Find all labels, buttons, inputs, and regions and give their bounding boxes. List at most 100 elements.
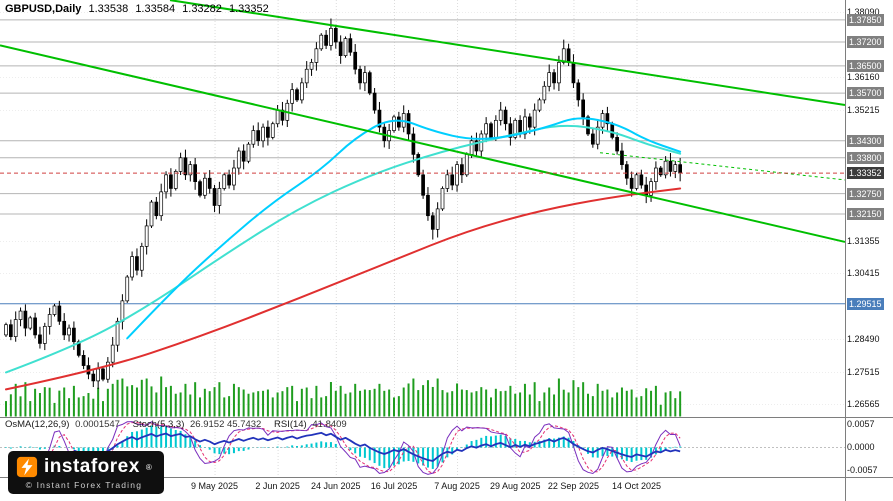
volume-bar — [111, 383, 114, 417]
candle-body — [178, 157, 183, 172]
osma-bar — [145, 427, 148, 448]
osma-bar — [543, 439, 546, 448]
osma-bar — [426, 447, 429, 468]
volume-bar — [34, 388, 37, 417]
volume-bar — [169, 385, 172, 417]
candle-body — [654, 167, 658, 182]
osma-bar — [349, 447, 352, 451]
volume-bar — [286, 387, 289, 417]
osma-bar — [329, 442, 332, 448]
volume-bar — [266, 389, 269, 417]
price-axis-label: 1.35700 — [847, 87, 884, 100]
volume-bar — [228, 396, 231, 417]
volume-bar — [669, 391, 672, 417]
candle-body — [290, 89, 294, 104]
volume-bar — [451, 391, 454, 417]
volume-bar — [276, 392, 279, 417]
candle-body — [620, 150, 624, 165]
candle-body — [547, 72, 552, 87]
volume-bar — [213, 387, 216, 417]
osma-bar — [19, 446, 22, 448]
trend-line[interactable] — [0, 44, 846, 243]
candle-body — [183, 157, 188, 176]
osma-bar — [189, 436, 192, 448]
volume-bar — [174, 393, 177, 417]
volume-bar — [659, 404, 662, 417]
date-label: 2 Jun 2025 — [255, 481, 300, 491]
volume-bar — [315, 385, 318, 417]
candle-body — [4, 324, 8, 336]
candle-body — [295, 89, 299, 101]
candle-body — [314, 48, 319, 63]
volume-bar — [262, 390, 265, 417]
price-axis-label: 1.26565 — [847, 399, 880, 410]
volume-bar — [58, 390, 61, 417]
osma-bar — [213, 447, 216, 454]
price-axis-label: 1.32150 — [847, 208, 884, 220]
candle-body — [634, 174, 639, 189]
volume-bar — [533, 382, 536, 417]
time-axis[interactable]: 9 May 2025 2 Jun 2025 24 Jun 2025 16 Jul 20… — [0, 479, 893, 501]
volume-bar — [679, 391, 682, 417]
candle-body — [28, 317, 33, 329]
volume-bar — [523, 383, 526, 417]
osma-bar — [378, 447, 381, 466]
osma-label: OsMA(12,26,9) — [5, 419, 70, 430]
trend-line[interactable] — [599, 152, 846, 181]
candle-body — [241, 150, 246, 162]
price-axis[interactable]: 1.38090 1.37850 1.37200 1.36500 1.36160 1.357… — [846, 0, 893, 501]
candle-body — [13, 319, 18, 337]
candle-body — [154, 201, 159, 217]
volume-bar — [397, 396, 400, 417]
candle-body — [523, 116, 527, 135]
osma-bar — [169, 428, 172, 448]
osma-bar — [679, 446, 682, 448]
candle-body — [203, 177, 207, 196]
osma-bar — [645, 447, 648, 460]
candle-body — [503, 109, 508, 125]
candle-body — [261, 126, 265, 142]
volume-bar — [189, 394, 192, 417]
osma-bar — [291, 445, 294, 448]
osma-bar — [480, 437, 483, 448]
candle-body — [557, 62, 561, 84]
volume-bar — [640, 396, 643, 417]
candle-body — [455, 164, 459, 186]
symbol-timeframe: GBPUSD,Daily — [5, 3, 82, 15]
candle-body — [105, 361, 110, 380]
trend-line[interactable] — [169, 0, 846, 106]
osma-bar — [334, 443, 337, 448]
price-axis-label: 1.38090 — [847, 6, 880, 17]
osma-bar — [431, 447, 434, 469]
volume-bar — [664, 392, 667, 417]
candle-body — [610, 123, 615, 138]
indicator-axis-label: 0.0057 — [847, 419, 875, 429]
candle-body — [392, 116, 396, 131]
volume-bar — [179, 392, 182, 417]
volume-bar — [63, 387, 66, 417]
volume-bar — [203, 388, 206, 417]
osma-bar — [490, 436, 492, 448]
volume-bar — [140, 379, 143, 417]
osma-bar — [388, 447, 391, 468]
volume-bar — [43, 387, 46, 417]
osma-bar — [165, 426, 168, 448]
date-label: 16 Jul 2025 — [370, 481, 418, 491]
candle-body — [527, 116, 532, 128]
volume-bar — [87, 393, 90, 417]
osma-bar — [485, 435, 488, 448]
volume-bar — [373, 388, 376, 417]
candle-body — [590, 133, 595, 145]
candle-body — [47, 314, 52, 327]
candle-body — [629, 177, 634, 189]
candle-body — [275, 109, 280, 125]
volume-bar — [257, 391, 260, 417]
candle-body — [169, 174, 173, 189]
volume-bar — [232, 383, 235, 417]
volume-bar — [596, 383, 599, 417]
volume-bar — [378, 383, 381, 417]
chart-header-ohlc: GBPUSD,Daily 1.33538 1.33584 1.33282 1.3… — [5, 3, 273, 15]
volume-bar — [630, 389, 633, 417]
price-axis-label: 1.35215 — [847, 104, 880, 115]
